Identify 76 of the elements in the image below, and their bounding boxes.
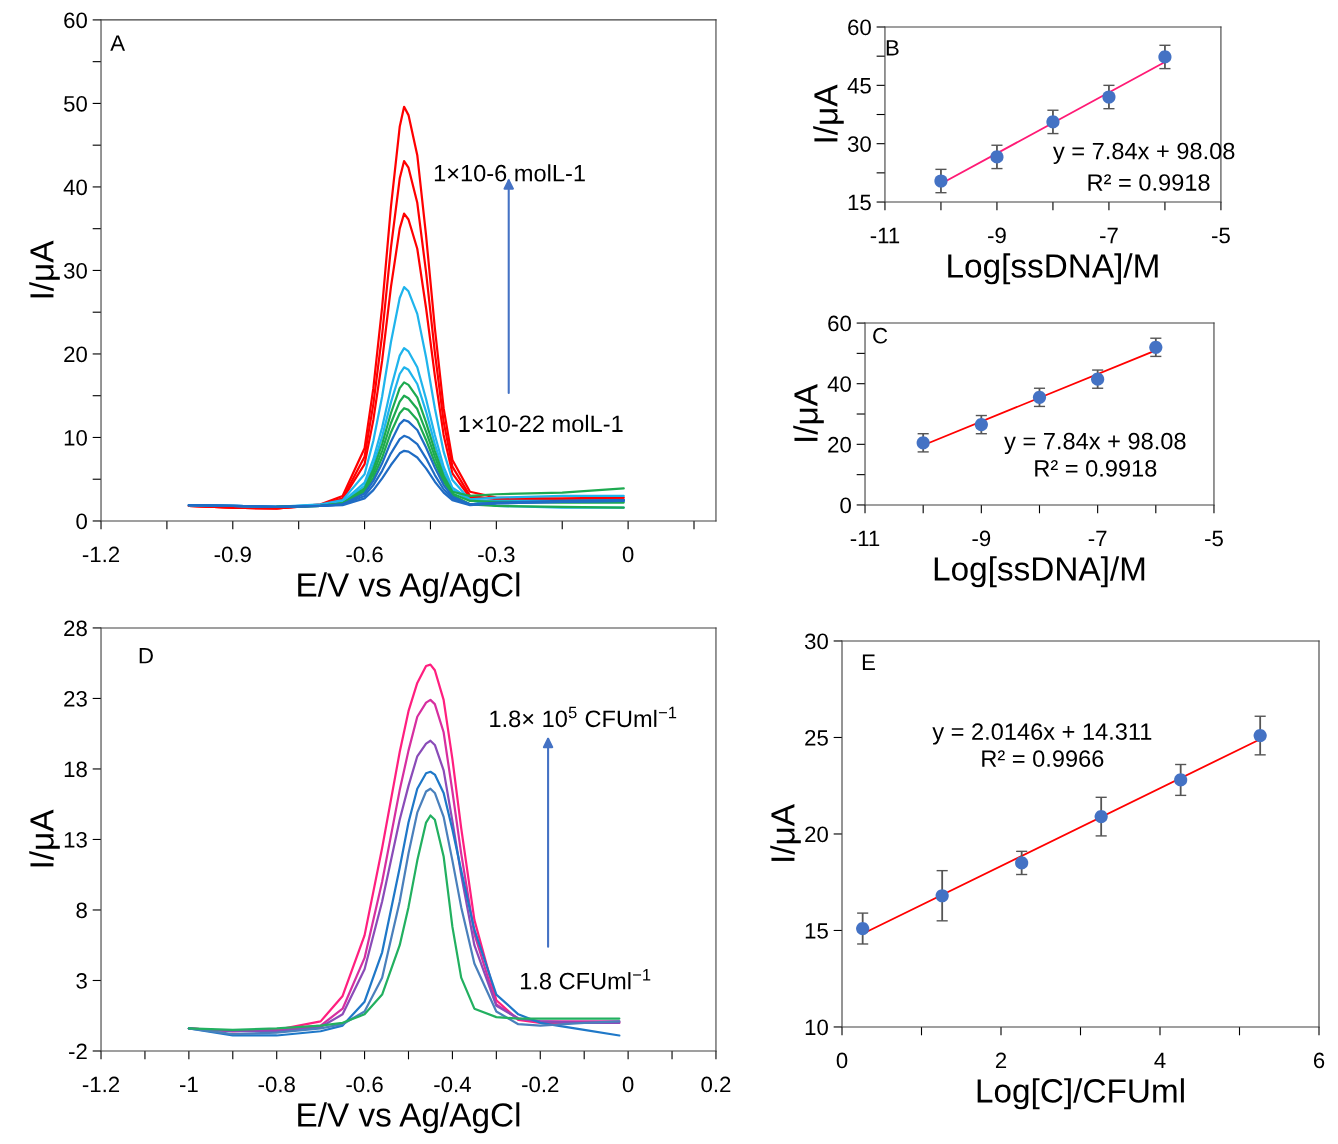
annotation: 1×10-22 molL-1: [459, 414, 623, 433]
y-tick-label: -2: [69, 1043, 87, 1060]
x-tick-label: -11: [870, 227, 900, 244]
x-axis-title: Log[ssDNA]/M: [948, 253, 1158, 285]
y-tick-label: 30: [804, 633, 828, 650]
annotation: y = 2.0146x + 14.311: [932, 723, 1152, 745]
x-tick-label: 2: [995, 1052, 1007, 1069]
y-tick-label: 45: [847, 78, 871, 94]
y-tick-label: 23: [64, 690, 87, 707]
annotation: R² = 0.9918: [1035, 460, 1157, 477]
annotation: C: [873, 327, 888, 344]
annotation: 1×10-6 molL-1: [434, 164, 585, 182]
x-tick-label: -0.6: [346, 546, 383, 563]
y-tick-label: 40: [63, 179, 87, 196]
x-tick-label: -0.2: [522, 1076, 559, 1093]
x-tick-label: -9: [988, 227, 1006, 244]
y-tick-label: 15: [805, 923, 828, 939]
y-tick-label: 3: [76, 973, 87, 989]
x-tick-label: 4: [1154, 1052, 1166, 1069]
annotation: 1.8× 10$^{5}$ CFUml$^{−1}$: [490, 706, 677, 728]
x-tick-label: -5: [1205, 530, 1223, 547]
annotation: B: [886, 40, 899, 56]
annotation: R² = 0.9918: [1088, 174, 1210, 191]
y-tick-label: 60: [828, 315, 851, 332]
x-tick-label: -0.9: [214, 546, 251, 563]
x-axis-title: Log[ssDNA]/M: [934, 556, 1145, 588]
x-tick-label: -0.4: [434, 1076, 471, 1093]
y-tick-label: 10: [64, 430, 87, 446]
y-tick-label: 20: [64, 346, 87, 363]
x-tick-label: -1.2: [82, 1076, 120, 1093]
x-axis-title: E/V vs Ag/AgCl: [298, 572, 520, 604]
x-tick-label: -0.8: [258, 1076, 295, 1093]
y-tick-label: 50: [64, 95, 87, 112]
x-axis-title: E/V vs Ag/AgCl: [298, 1102, 520, 1134]
x-tick-label: -11: [850, 530, 880, 547]
y-tick-label: 25: [805, 730, 828, 746]
annotation: 1.8 CFUml$^{−1}$: [520, 969, 651, 990]
y-axis-title: I/μA: [770, 804, 801, 861]
y-axis-title: I/μA: [793, 384, 824, 441]
annotation: y = 7.84x + 98.08: [1004, 432, 1186, 455]
y-tick-label: 15: [848, 194, 871, 211]
annotation: D: [139, 648, 153, 664]
y-tick-label: 0: [840, 497, 851, 514]
y-axis-title: I/μA: [29, 809, 60, 867]
y-tick-label: 0: [76, 513, 87, 530]
x-tick-label: -0.3: [478, 546, 515, 563]
y-axis-title: I/μA: [29, 240, 60, 298]
x-tick-label: -7: [1100, 227, 1118, 244]
x-tick-label: -1.2: [82, 546, 120, 563]
y-tick-label: 28: [64, 620, 87, 637]
x-tick-label: -7: [1088, 530, 1107, 547]
y-tick-label: 30: [63, 262, 87, 279]
x-tick-label: -0.6: [346, 1076, 383, 1093]
x-tick-label: 0: [622, 546, 634, 563]
annotation: y = 7.84x + 98.08: [1053, 142, 1235, 165]
x-axis-title: Log[C]/CFUml: [977, 1078, 1184, 1110]
y-tick-label: 60: [64, 12, 87, 29]
y-tick-label: 40: [827, 376, 851, 392]
x-tick-label: 0: [622, 1076, 634, 1093]
y-tick-label: 10: [805, 1019, 828, 1036]
x-tick-label: -9: [972, 530, 991, 547]
annotation: A: [110, 35, 126, 51]
x-tick-label: -5: [1212, 227, 1230, 244]
y-tick-label: 8: [76, 902, 87, 919]
y-axis-title: I/μA: [813, 84, 844, 142]
annotation: E: [862, 654, 875, 670]
x-tick-label: 6: [1313, 1052, 1325, 1069]
y-tick-label: 20: [805, 826, 828, 843]
y-tick-label: 18: [64, 761, 87, 778]
y-tick-label: 13: [64, 832, 87, 848]
y-tick-label: 20: [828, 436, 851, 453]
x-tick-label: 0.2: [701, 1076, 731, 1093]
y-tick-label: 30: [847, 136, 871, 152]
annotation: R² = 0.9966: [982, 750, 1104, 767]
x-tick-label: -1: [179, 1076, 198, 1093]
y-tick-label: 60: [848, 19, 871, 36]
